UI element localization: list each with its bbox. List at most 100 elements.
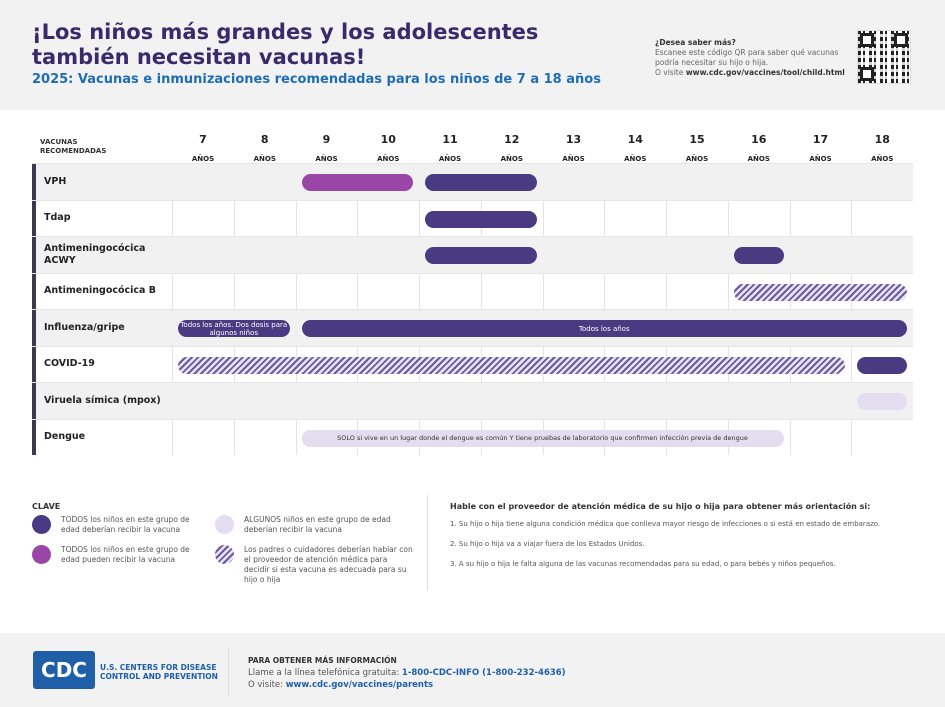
org-name: U.S. CENTERS FOR DISEASE CONTROL AND PRE… [100,663,218,681]
age-column-header: 13 AÑOS [543,133,605,165]
age-unit: AÑOS [562,155,585,163]
age-number: 16 [751,133,767,146]
key-text: Los padres o cuidadores deberían hablar … [244,545,413,584]
age-unit: AÑOS [438,155,462,163]
age-number: 13 [565,133,582,146]
key-item: Los padres o cuidadores deberían hablar … [215,545,415,585]
age-number: 18 [874,133,890,146]
schedule-bar: Todos los años [301,320,907,337]
schedule-bar [857,393,907,410]
schedule-bar [425,174,537,191]
schedule-bar [301,174,413,191]
more-visit: O visite [655,68,686,77]
age-column-header: 18 AÑOS [851,133,913,165]
vaccine-name: COVID-19 [32,346,172,382]
schedule-bar [857,356,907,374]
age-number: 11 [442,133,458,146]
vaccine-name: Viruela símica (mpox) [32,383,172,419]
age-number: 10 [380,133,396,146]
footer: CDC U.S. CENTERS FOR DISEASE CONTROL AND… [0,633,945,707]
visit-text: O visite: [248,680,286,690]
vaccine-name: Influenza/gripe [32,310,172,346]
page-subtitle: 2025: Vacunas e inmunizaciones recomenda… [32,72,601,87]
table-row: Antimeningocócica ACWY [32,236,913,273]
more-url-link[interactable]: www.cdc.gov/vaccines/tool/child.html [685,68,845,77]
key-swatch-icon [32,515,51,534]
age-unit: AÑOS [377,155,400,163]
vaccine-name: Tdap [32,200,172,236]
table-row: VPH [32,163,913,200]
vaccine-name: Dengue [32,419,172,455]
table-row: Dengue SOLO si vive en un lugar donde el … [32,418,913,455]
key-swatch-icon [215,545,234,564]
age-unit: AÑOS [253,155,276,163]
vaccine-name: Antimeningocócica ACWY [32,237,172,273]
age-column-header: 7 AÑOS [172,133,234,165]
schedule-bar [425,247,537,264]
age-column-header: 12 AÑOS [481,133,543,165]
key-text: TODOS los niños en este grupo de edad pu… [61,545,190,564]
divider [427,495,428,590]
footer-divider [228,647,229,695]
schedule-bar [733,283,907,301]
page-title: ¡Los niños más grandes y los adolescente… [32,20,539,69]
key-title: CLAVE [32,502,61,511]
key-item: TODOS los niños en este grupo de edad pu… [32,545,207,565]
age-column-header: 10 AÑOS [357,133,419,165]
age-number: 14 [627,133,643,146]
age-column-header: 15 AÑOS [666,133,728,165]
age-column-header: 17 AÑOS [790,133,852,165]
age-unit: AÑOS [315,155,338,163]
age-number: 9 [322,133,331,146]
table-row: Influenza/gripe Todos los años. Dos dosis… [32,309,913,346]
age-unit: AÑOS [500,155,523,163]
table-row: COVID-19 [32,345,913,382]
vaccine-name: Antimeningocócica B [32,273,172,309]
schedule-bar: SOLO si vive en un lugar donde el dengue… [301,429,784,447]
table-row: Viruela símica (mpox) [32,382,913,419]
table-row: Antimeningocócica B [32,272,913,309]
label-header: VACUNAS RECOMENDADAS [40,138,107,155]
advice: Hable con el proveedor de atención médic… [450,502,880,580]
age-column-header: 9 AÑOS [296,133,358,165]
more-title: ¿Desea saber más? [655,38,736,47]
advice-item: 3. A su hijo o hija le falta alguna de l… [450,560,836,568]
phone-link[interactable]: 1-800-CDC-INFO (1-800-232-4636) [401,668,566,678]
url-link[interactable]: www.cdc.gov/vaccines/parents [285,680,434,690]
cdc-logo[interactable]: CDC [33,651,95,689]
key-swatch-icon [32,545,51,564]
advice-item: 1. Su hijo o hija tiene alguna condición… [450,520,881,528]
age-column-header: 8 AÑOS [234,133,296,165]
age-number: 17 [812,133,829,146]
qr-code[interactable] [857,30,911,84]
info-title: PARA OBTENER MÁS INFORMACIÓN [248,656,397,665]
age-number: 7 [199,133,207,146]
more-info: ¿Desea saber más? Escanee este código QR… [655,38,855,78]
key-text: TODOS los niños en este grupo de edad de… [61,515,190,534]
footer-info: PARA OBTENER MÁS INFORMACIÓN Llame a la … [248,655,566,691]
key-swatch-icon [215,515,234,534]
table-row: Tdap [32,199,913,236]
age-column-header: 16 AÑOS [728,133,790,165]
vaccine-name: VPH [32,164,172,200]
age-unit: AÑOS [624,155,647,163]
age-column-header: 14 AÑOS [604,133,666,165]
schedule-bar: Todos los años. Dos dosis para algunos n… [178,320,290,337]
advice-title: Hable con el proveedor de atención médic… [450,502,871,511]
age-unit: AÑOS [747,155,770,163]
age-number: 15 [689,133,705,146]
more-text: Escanee este código QR para saber qué va… [655,48,839,67]
schedule-bar [733,247,784,264]
schedule-bar [178,356,846,374]
schedule-bar [425,210,537,228]
age-column-header: 11 AÑOS [419,133,481,165]
age-unit: AÑOS [191,155,215,163]
key-item: ALGUNOS niños en este grupo de edad debe… [215,515,415,535]
call-text: Llame a la línea telefónica gratuita: [248,668,402,678]
age-number: 12 [504,133,520,146]
age-number: 8 [260,133,269,146]
age-unit: AÑOS [809,155,832,163]
age-unit: AÑOS [871,155,894,163]
key-text: ALGUNOS niños en este grupo de edad debe… [244,515,391,534]
key-item: TODOS los niños en este grupo de edad de… [32,515,207,535]
